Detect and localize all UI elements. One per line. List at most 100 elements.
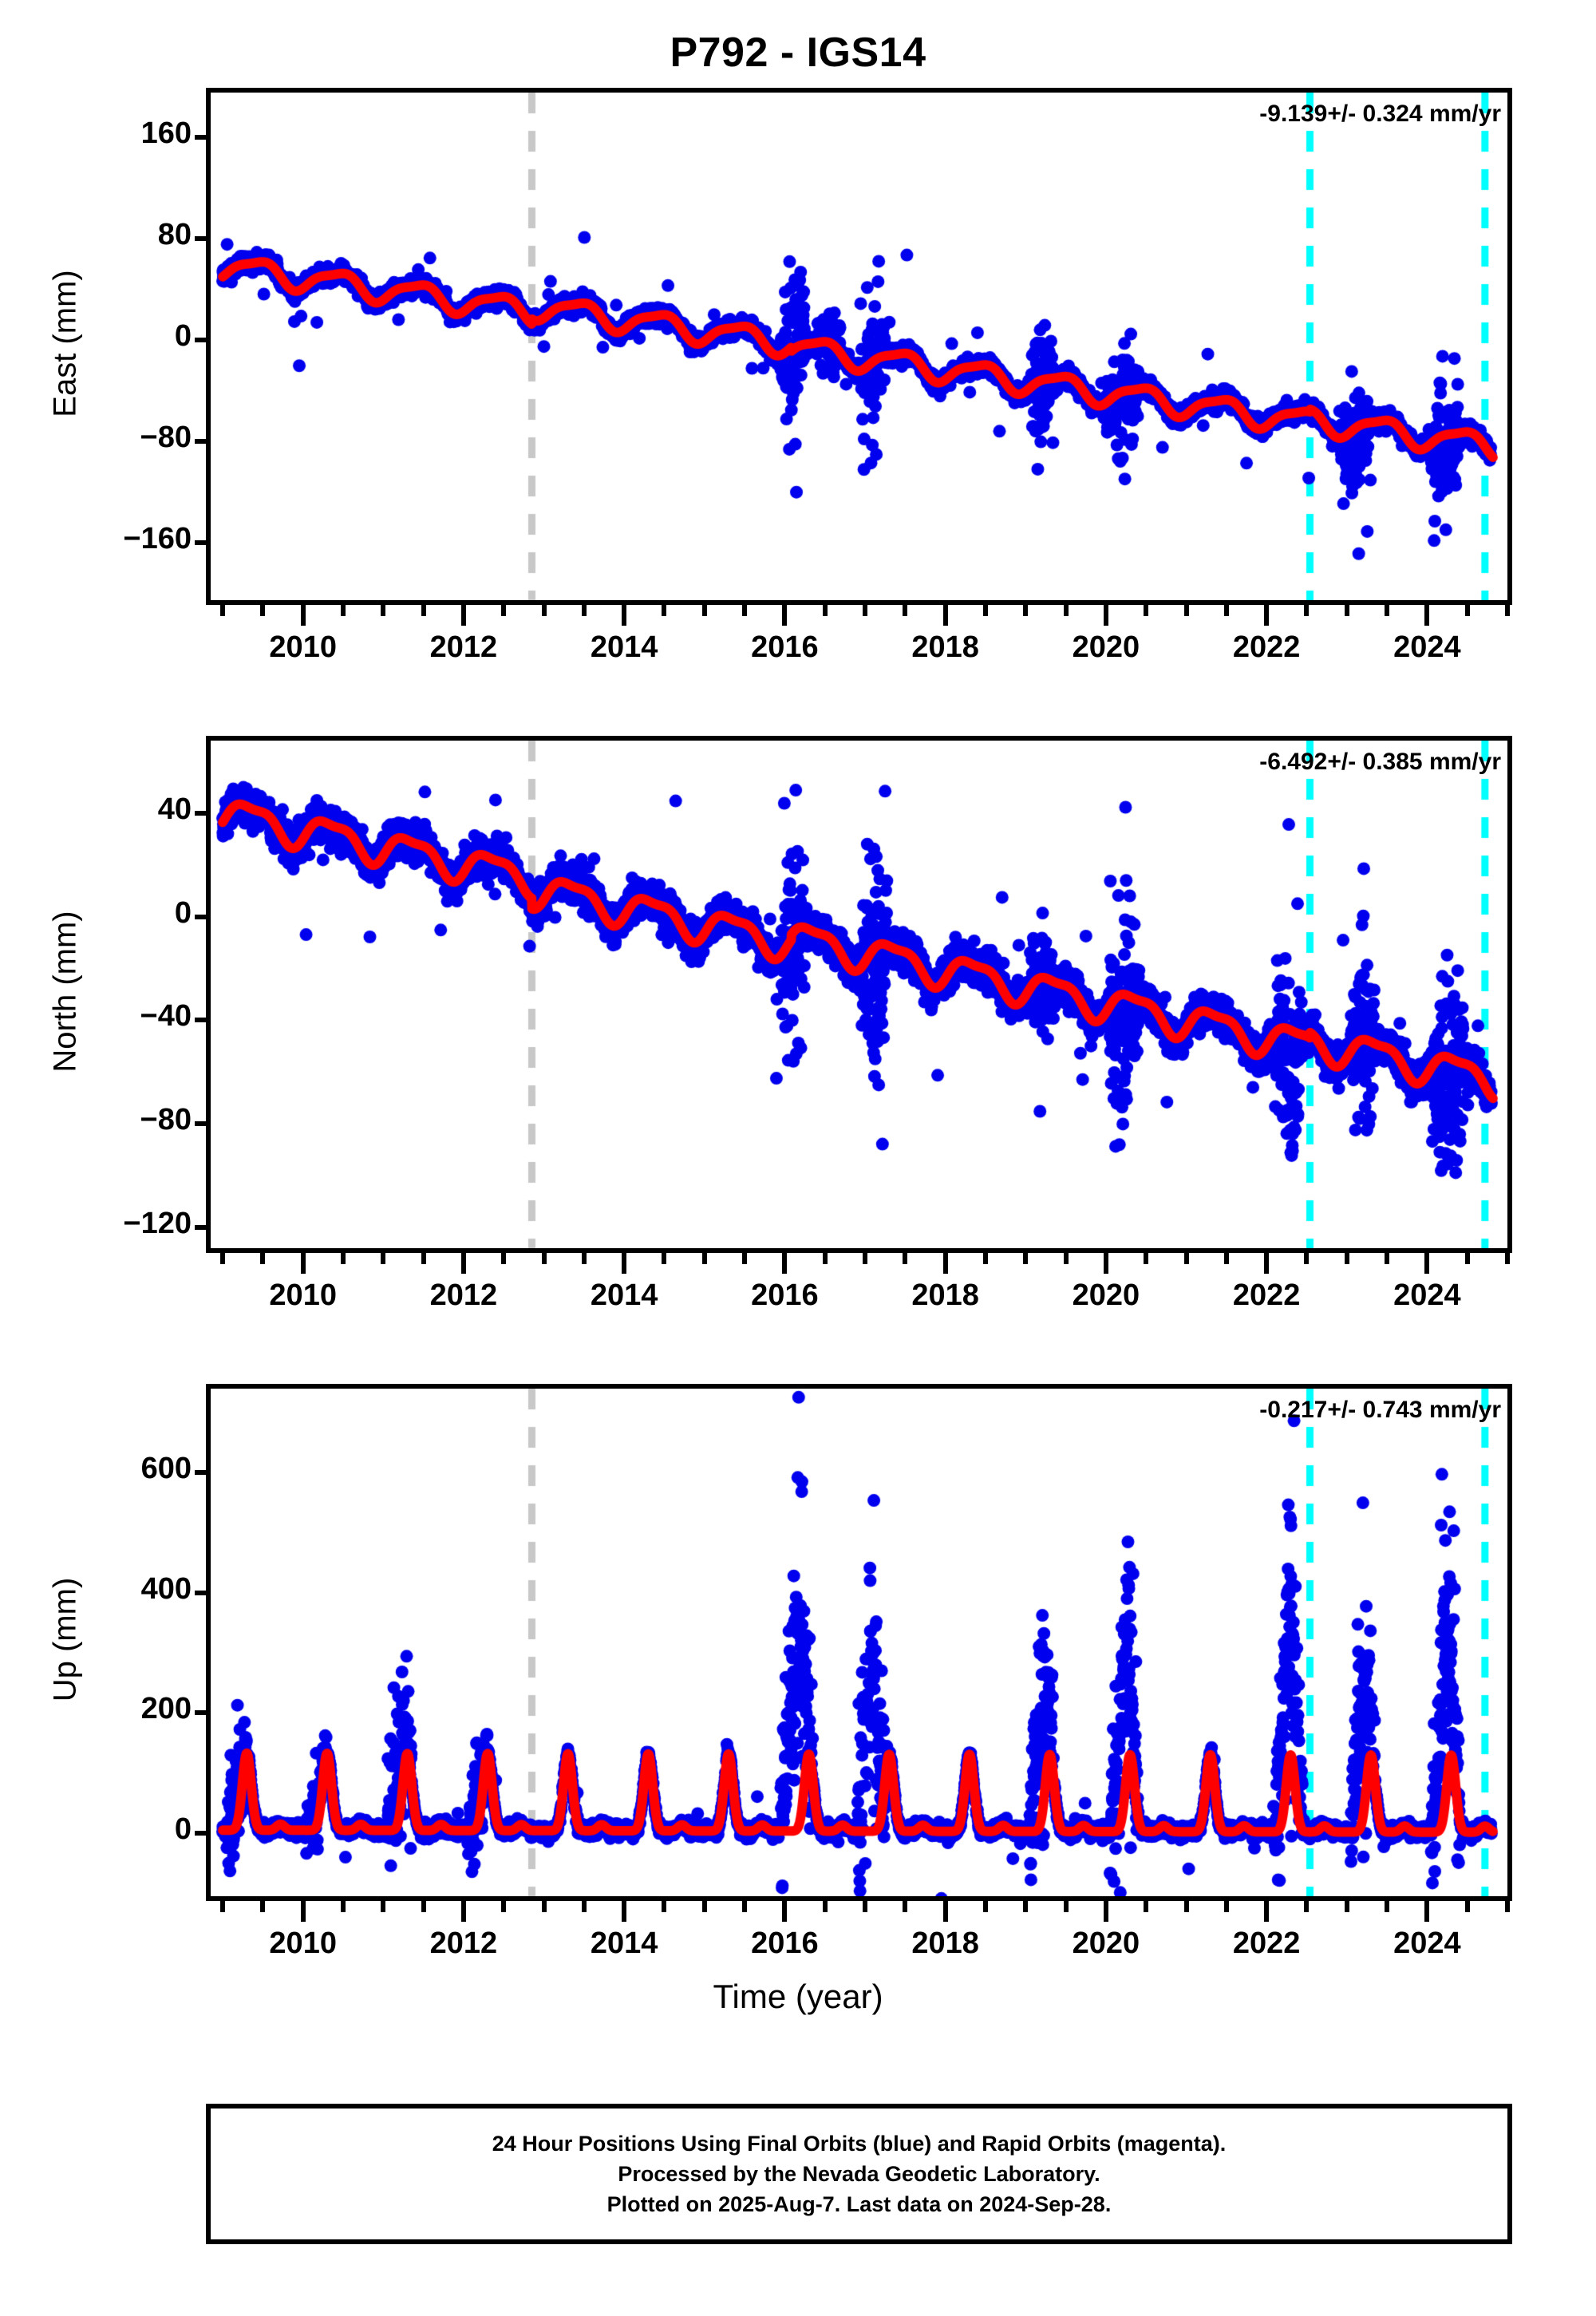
x-tick-major — [1103, 1253, 1108, 1274]
y-tick-label-up: 600 — [140, 1452, 192, 1486]
x-tick-major — [782, 1253, 788, 1274]
x-tick-minor — [421, 1253, 426, 1264]
x-tick-minor — [421, 1901, 426, 1912]
y-tick-label-up: 400 — [140, 1571, 192, 1606]
footer-line-2: Processed by the Nevada Geodetic Laborat… — [618, 2161, 1100, 2186]
x-tick-minor — [662, 1901, 667, 1912]
x-tick-minor — [341, 1253, 346, 1264]
page-title: P792 - IGS14 — [670, 30, 926, 76]
x-tick-label: 2020 — [1072, 1279, 1140, 1312]
x-tick-minor — [1304, 605, 1310, 616]
y-tick-label-north: −120 — [123, 1207, 192, 1241]
x-tick-minor — [1144, 1253, 1149, 1264]
x-tick-major — [1264, 605, 1270, 626]
x-tick-label: 2014 — [590, 1927, 658, 1960]
x-tick-minor — [903, 1901, 908, 1912]
x-tick-minor — [381, 1901, 386, 1912]
y-tick-label-north: −40 — [140, 999, 192, 1034]
x-tick-label: 2018 — [911, 1927, 979, 1960]
x-tick-label: 2020 — [1072, 1927, 1140, 1960]
x-tick-minor — [1385, 1901, 1390, 1912]
x-tick-minor — [1344, 1901, 1349, 1912]
x-tick-minor — [863, 605, 868, 616]
x-tick-minor — [501, 1253, 507, 1264]
x-tick-minor — [701, 605, 707, 616]
x-tick-minor — [1063, 1253, 1069, 1264]
x-tick-minor — [220, 605, 226, 616]
x-tick-minor — [1505, 1253, 1510, 1264]
x-tick-major — [1264, 1253, 1270, 1274]
x-tick-minor — [1144, 1901, 1149, 1912]
x-tick-major — [300, 1901, 306, 1922]
x-tick-minor — [1063, 1901, 1069, 1912]
x-tick-major — [460, 605, 466, 626]
y-tick-label-north: 40 — [157, 792, 192, 826]
y-tick-mark — [195, 1830, 207, 1836]
x-tick-label: 2018 — [911, 1279, 979, 1312]
x-tick-minor — [742, 1253, 748, 1264]
x-tick-label: 2010 — [269, 630, 337, 664]
x-tick-minor — [982, 1901, 988, 1912]
x-tick-major — [622, 605, 627, 626]
x-tick-label: 2012 — [429, 630, 498, 664]
y-tick-mark — [195, 439, 207, 445]
y-tick-mark — [195, 810, 207, 816]
x-tick-label: 2012 — [429, 1279, 498, 1312]
x-tick-major — [460, 1901, 466, 1922]
x-tick-minor — [1183, 1901, 1189, 1912]
x-tick-minor — [260, 605, 266, 616]
x-tick-major — [622, 1901, 627, 1922]
x-tick-label: 2016 — [751, 1279, 819, 1312]
plot-area-north — [206, 736, 1512, 1253]
y-tick-label-up: 0 — [174, 1812, 192, 1846]
x-tick-minor — [541, 1901, 547, 1912]
x-tick-minor — [341, 605, 346, 616]
x-tick-minor — [1464, 605, 1470, 616]
x-tick-minor — [381, 605, 386, 616]
x-tick-minor — [1385, 1253, 1390, 1264]
y-tick-label-north: 0 — [174, 895, 192, 930]
x-tick-major — [1424, 605, 1430, 626]
y-tick-label-up: 200 — [140, 1692, 192, 1726]
y-tick-mark — [195, 1590, 207, 1595]
x-tick-minor — [1144, 605, 1149, 616]
x-tick-minor — [581, 605, 587, 616]
x-tick-major — [622, 1253, 627, 1274]
x-tick-minor — [822, 605, 828, 616]
x-tick-major — [1424, 1253, 1430, 1274]
x-tick-minor — [1223, 605, 1229, 616]
x-tick-minor — [1023, 1901, 1029, 1912]
scatter-canvas-east — [211, 93, 1507, 600]
x-tick-major — [942, 605, 948, 626]
x-tick-minor — [1385, 605, 1390, 616]
y-tick-mark — [195, 1018, 207, 1023]
x-tick-minor — [662, 605, 667, 616]
x-tick-label: 2022 — [1232, 630, 1301, 664]
x-tick-minor — [822, 1901, 828, 1912]
footer-line-3: Plotted on 2025-Aug-7. Last data on 2024… — [606, 2192, 1112, 2217]
x-tick-label: 2024 — [1393, 1279, 1461, 1312]
x-tick-label: 2022 — [1232, 1279, 1301, 1312]
x-tick-label: 2016 — [751, 1927, 819, 1960]
plot-area-east — [206, 88, 1512, 605]
y-tick-mark — [195, 540, 207, 546]
x-tick-minor — [701, 1253, 707, 1264]
scatter-canvas-up — [211, 1389, 1507, 1896]
x-tick-label: 2022 — [1232, 1927, 1301, 1960]
x-tick-minor — [341, 1901, 346, 1912]
x-tick-major — [300, 605, 306, 626]
x-tick-minor — [662, 1253, 667, 1264]
x-tick-minor — [1023, 1253, 1029, 1264]
x-tick-minor — [1464, 1901, 1470, 1912]
x-tick-label: 2016 — [751, 630, 819, 664]
x-tick-label: 2010 — [269, 1279, 337, 1312]
x-tick-major — [460, 1253, 466, 1274]
x-tick-major — [782, 605, 788, 626]
x-tick-minor — [1183, 605, 1189, 616]
y-tick-mark — [195, 134, 207, 140]
y-tick-mark — [195, 1470, 207, 1476]
y-tick-mark — [195, 235, 207, 241]
x-tick-minor — [501, 1901, 507, 1912]
x-tick-minor — [421, 605, 426, 616]
x-tick-label: 2014 — [590, 630, 658, 664]
